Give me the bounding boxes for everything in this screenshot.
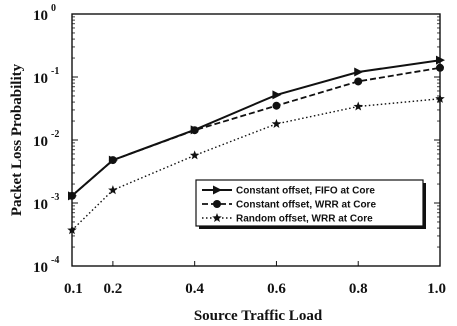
legend-label: Random offset, WRR at Core [236, 214, 373, 225]
marker-star [212, 213, 222, 223]
series-3 [67, 93, 445, 235]
y-tick-label: 10 [33, 71, 48, 87]
x-tick-label: 0.1 [64, 281, 83, 297]
marker-star [67, 225, 77, 235]
marker-triangle [436, 55, 445, 65]
marker-circle [108, 156, 117, 165]
series-1 [68, 55, 445, 201]
marker-circle [272, 101, 281, 110]
marker-triangle [272, 90, 282, 100]
x-tick-label: 0.6 [267, 281, 286, 297]
series-line [71, 59, 441, 197]
y-tick-exponent: -3 [51, 192, 59, 203]
marker-circle [436, 63, 444, 72]
marker-star [435, 93, 445, 103]
marker-circle [68, 191, 76, 200]
y-tick-label: 10 [33, 134, 48, 150]
marker-star [353, 101, 363, 111]
y-tick-exponent: -1 [51, 66, 59, 77]
y-tick-label: 10 [33, 260, 48, 276]
legend-box [195, 179, 424, 227]
legend: Constant offset, FIFO at Core Constant of… [195, 179, 426, 229]
marker-circle [213, 200, 221, 208]
x-tick-label: 1.0 [427, 281, 446, 297]
legend-label: Constant offset, FIFO at Core [236, 186, 375, 197]
series-layer [67, 55, 445, 235]
series-line [71, 66, 441, 197]
marker-star [189, 150, 200, 160]
x-tick-label: 0.4 [185, 281, 204, 297]
series-2 [68, 63, 444, 200]
marker-circle [354, 77, 363, 86]
y-tick-label: 10 [33, 8, 48, 24]
legend-label: Constant offset, WRR at Core [236, 200, 376, 211]
y-tick-exponent: -4 [51, 255, 59, 266]
y-tick-exponent: -2 [51, 129, 59, 140]
marker-star [108, 185, 118, 195]
marker-circle [190, 126, 199, 135]
marker-star [271, 118, 282, 128]
x-tick-label: 0.2 [104, 281, 123, 297]
y-tick-exponent: 0 [51, 3, 56, 14]
marker-triangle [213, 185, 222, 195]
y-axis-label: Packet Loss Probability [9, 63, 25, 216]
x-axis-label: Source Traffic Load [194, 308, 323, 324]
x-tick-label: 0.8 [349, 281, 368, 297]
marker-triangle [354, 67, 364, 77]
y-tick-label: 10 [33, 197, 48, 213]
